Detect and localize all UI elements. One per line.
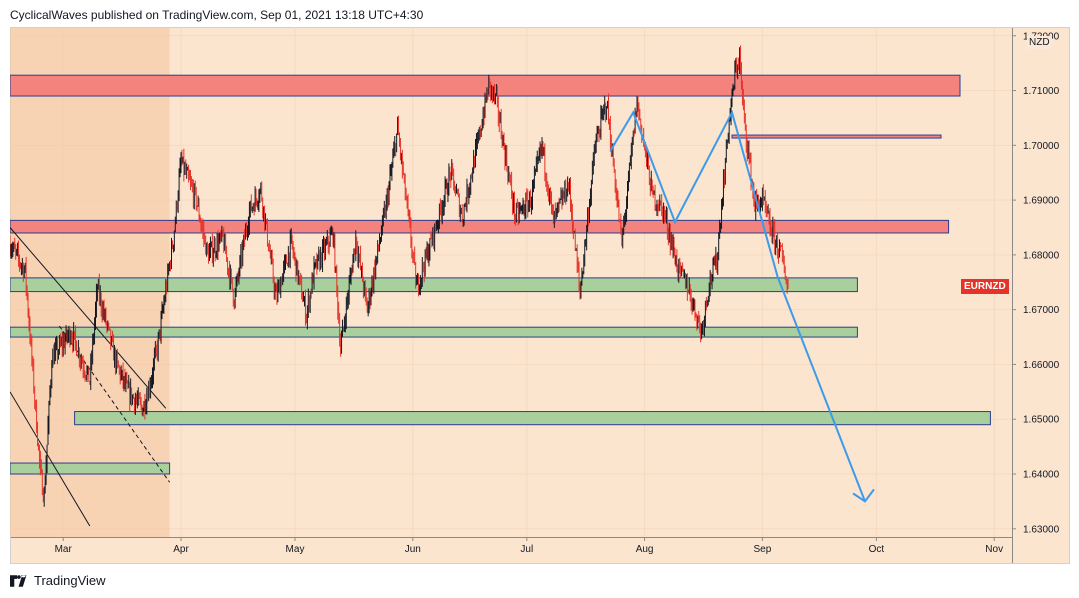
resistance-level-line [731, 134, 942, 139]
support-zone [10, 326, 858, 338]
projection-arrowhead [852, 488, 875, 503]
time-tick-label: Nov [985, 544, 1003, 555]
tradingview-wordmark: TradingView [34, 573, 106, 588]
time-tick-label: Mar [55, 544, 73, 555]
time-axis-labels: Mar Apr May Jun Jul Aug Sep Oct Nov [55, 537, 1003, 555]
price-tick-label: 1.68000 [1023, 250, 1060, 261]
price-axis-labels: 1.63000 1.64000 1.65000 1.66000 1.67000 1.680… [1012, 31, 1060, 535]
time-tick-label: Oct [869, 544, 885, 555]
channel-lower-line [10, 391, 91, 527]
descending-channel[interactable] [10, 227, 171, 527]
time-tick-label: Apr [173, 544, 189, 555]
projection-zigzag [609, 109, 866, 502]
price-tick-label: 1.69000 [1023, 196, 1060, 207]
time-tick-label: Sep [754, 544, 772, 555]
time-tick-label: Aug [636, 544, 654, 555]
price-tick-label: 1.67000 [1023, 305, 1060, 316]
price-tick-label: 1.64000 [1023, 470, 1060, 481]
channel-upper-line [10, 227, 167, 409]
tradingview-brand[interactable]: TradingView [10, 573, 106, 588]
support-zone [74, 411, 991, 426]
currency-label: NZD [1027, 36, 1052, 49]
price-tick-label: 1.71000 [1023, 86, 1060, 97]
resistance-zone [10, 219, 950, 234]
publisher-line: CyclicalWaves published on TradingView.c… [10, 8, 424, 22]
symbol-price-badge: EURNZD [961, 279, 1009, 294]
channel-middle-line [58, 325, 171, 483]
price-candles [10, 45, 789, 507]
tradingview-logo-icon [10, 574, 27, 587]
price-tick-label: 1.65000 [1023, 415, 1060, 426]
support-zone [10, 277, 858, 293]
time-tick-label: Jun [405, 544, 421, 555]
projection-path[interactable] [609, 109, 875, 503]
time-tick-label: May [286, 544, 305, 555]
support-zone [10, 462, 171, 475]
zones[interactable] [10, 74, 991, 475]
price-tick-label: 1.70000 [1023, 141, 1060, 152]
price-tick-label: 1.66000 [1023, 360, 1060, 371]
price-tick-label: 1.63000 [1023, 524, 1060, 535]
price-chart[interactable]: 1.63000 1.64000 1.65000 1.66000 1.67000 1.680… [10, 27, 1070, 564]
time-tick-label: Jul [520, 544, 533, 555]
